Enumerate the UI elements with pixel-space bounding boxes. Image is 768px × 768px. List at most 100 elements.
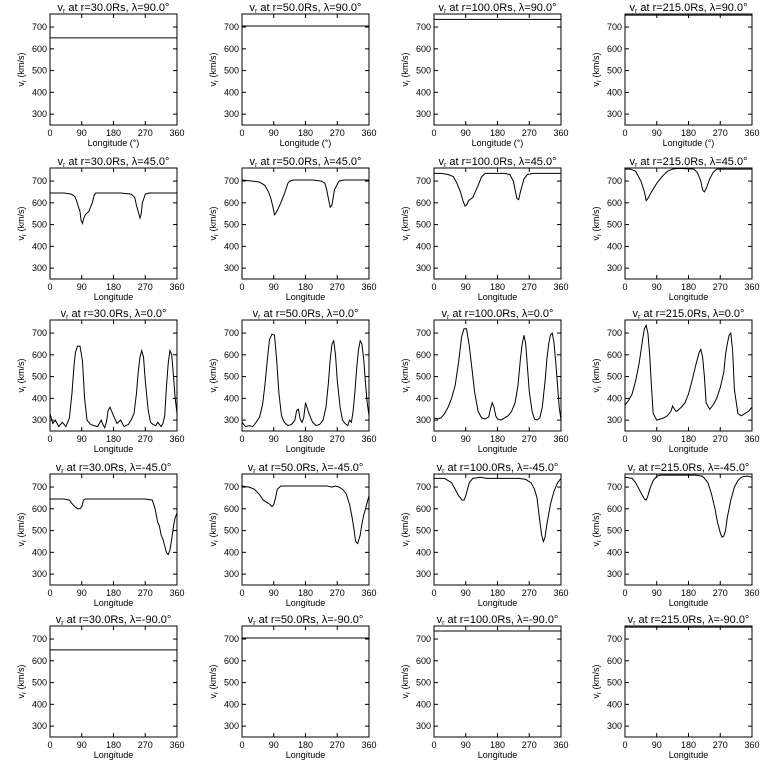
ylabel-text: (km/s) — [400, 53, 410, 81]
x-tick-label: 360 — [169, 434, 184, 444]
vr-series-line — [241, 179, 369, 216]
y-tick-label: 600 — [416, 504, 431, 514]
ylabel-symbol: v — [591, 388, 601, 393]
x-axis-label: Longitude — [94, 598, 134, 608]
ylabel-symbol: v — [16, 388, 26, 393]
plot-frame — [624, 319, 753, 432]
x-tick-label: 90 — [77, 740, 87, 750]
x-tick-label: 180 — [106, 282, 121, 292]
ylabel-subscript: r — [406, 386, 412, 388]
plot-frame — [624, 167, 753, 280]
x-axis-label: Longitude — [286, 598, 326, 608]
y-tick-label: 300 — [607, 109, 622, 119]
y-tick-label: 400 — [32, 547, 47, 557]
chart-title: vr at r=100.0Rs, λ=-90.0° — [437, 614, 559, 627]
ylabel-symbol: v — [591, 82, 601, 87]
title-subscript: r — [255, 8, 258, 15]
x-tick-label: 270 — [330, 434, 345, 444]
ylabel-text: (km/s) — [591, 207, 601, 235]
y-tick-label: 700 — [607, 482, 622, 492]
y-tick-label: 700 — [32, 22, 47, 32]
plot-frame — [49, 13, 178, 126]
title-symbol: v — [438, 156, 444, 168]
y-tick-label: 500 — [607, 220, 622, 230]
plot-frame — [49, 167, 178, 280]
ylabel-text: (km/s) — [591, 53, 601, 81]
x-tick-label: 270 — [138, 282, 153, 292]
x-axis-label: Longitude (°) — [88, 138, 140, 148]
y-axis-label: vr (km/s) — [591, 53, 603, 87]
y-tick-label: 500 — [607, 372, 622, 382]
y-tick-label: 600 — [607, 44, 622, 54]
x-tick-label: 360 — [553, 434, 568, 444]
ylabel-symbol: v — [591, 236, 601, 241]
x-tick-label: 0 — [47, 282, 52, 292]
title-symbol: v — [633, 308, 639, 320]
x-tick-label: 0 — [47, 434, 52, 444]
ylabel-subscript: r — [406, 540, 412, 542]
x-tick-label: 180 — [490, 588, 505, 598]
y-tick-label: 700 — [607, 328, 622, 338]
y-tick-label: 700 — [32, 328, 47, 338]
plot-frame — [433, 319, 562, 432]
y-tick-label: 400 — [224, 699, 239, 709]
ylabel-text: (km/s) — [591, 513, 601, 541]
x-tick-label: 270 — [330, 128, 345, 138]
x-axis-label: Longitude — [286, 444, 326, 454]
x-tick-label: 270 — [713, 282, 728, 292]
x-tick-label: 0 — [47, 740, 52, 750]
title-subscript: r — [444, 8, 447, 15]
y-tick-label: 700 — [607, 22, 622, 32]
y-tick-label: 300 — [224, 721, 239, 731]
x-axis-label: Longitude — [478, 598, 518, 608]
ylabel-text: (km/s) — [16, 359, 26, 387]
y-tick-label: 500 — [416, 66, 431, 76]
x-tick-label: 180 — [490, 128, 505, 138]
ylabel-subscript: r — [22, 540, 28, 542]
title-subscript: r — [442, 620, 445, 627]
plot-frame — [433, 13, 562, 126]
y-tick-label: 700 — [416, 482, 431, 492]
ylabel-symbol: v — [400, 388, 410, 393]
y-tick-label: 600 — [416, 198, 431, 208]
x-axis-label: Longitude — [94, 444, 134, 454]
plot-frame — [241, 167, 370, 280]
x-tick-label: 90 — [652, 128, 662, 138]
x-tick-label: 180 — [298, 434, 313, 444]
vr-series-line — [434, 172, 561, 207]
plot-frame — [49, 625, 178, 738]
x-tick-label: 270 — [138, 434, 153, 444]
ylabel-subscript: r — [22, 80, 28, 82]
ylabel-subscript: r — [22, 386, 28, 388]
ylabel-text: (km/s) — [16, 53, 26, 81]
y-tick-label: 500 — [224, 220, 239, 230]
title-text: at r=100.0Rs, λ=45.0° — [446, 156, 556, 168]
x-tick-label: 270 — [522, 128, 537, 138]
plot-frame — [624, 13, 753, 126]
plot-frame — [433, 625, 562, 738]
title-symbol: v — [438, 2, 444, 14]
title-subscript: r — [61, 620, 64, 627]
title-symbol: v — [629, 156, 635, 168]
y-axis-label: vr (km/s) — [400, 513, 412, 547]
x-tick-label: 360 — [553, 128, 568, 138]
plot-frame — [49, 319, 178, 432]
plot-frame — [241, 473, 370, 586]
x-tick-label: 360 — [553, 740, 568, 750]
y-tick-label: 300 — [32, 721, 47, 731]
ylabel-symbol: v — [208, 82, 218, 87]
title-subscript: r — [635, 8, 638, 15]
title-subscript: r — [63, 8, 66, 15]
y-tick-label: 600 — [224, 656, 239, 666]
y-tick-label: 600 — [32, 656, 47, 666]
y-tick-label: 400 — [224, 241, 239, 251]
y-tick-label: 400 — [32, 241, 47, 251]
x-tick-label: 90 — [652, 588, 662, 598]
y-tick-label: 300 — [224, 109, 239, 119]
x-tick-label: 270 — [138, 740, 153, 750]
title-symbol: v — [58, 156, 64, 168]
ylabel-text: (km/s) — [16, 207, 26, 235]
x-tick-label: 180 — [106, 128, 121, 138]
y-axis-label: vr (km/s) — [16, 513, 28, 547]
title-text: at r=30.0Rs, λ=-90.0° — [64, 614, 172, 626]
